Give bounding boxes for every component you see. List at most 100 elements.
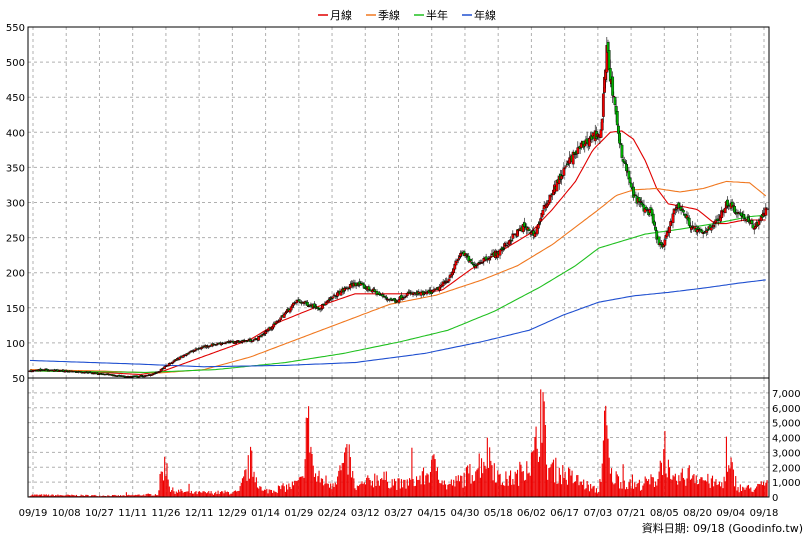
- volume-tick-label: 2,000: [772, 463, 801, 474]
- candle-body: [474, 265, 478, 269]
- candle-body: [588, 137, 591, 147]
- volume-bar: [43, 494, 45, 497]
- volume-bar: [117, 495, 119, 497]
- candle-body: [697, 227, 700, 230]
- volume-bar: [38, 494, 40, 497]
- volume-bar: [258, 488, 260, 497]
- volume-bar: [407, 485, 409, 497]
- volume-bar: [478, 453, 480, 497]
- volume-bar: [39, 494, 42, 497]
- volume-bar: [37, 495, 39, 497]
- volume-bar: [45, 494, 47, 497]
- candle-body: [529, 232, 533, 235]
- volume-bar: [107, 495, 109, 497]
- volume-bars: [29, 389, 768, 497]
- volume-bar: [267, 493, 269, 497]
- volume-bar: [569, 468, 571, 497]
- volume-bar: [185, 491, 187, 497]
- volume-bar: [405, 488, 407, 497]
- volume-bar: [212, 494, 214, 497]
- volume-bar: [369, 480, 371, 497]
- volume-bar: [224, 490, 226, 497]
- volume-bar: [609, 473, 611, 497]
- volume-bar: [494, 482, 497, 497]
- volume-bar: [584, 489, 586, 497]
- legend-label: 月線: [330, 8, 352, 22]
- volume-bar: [639, 490, 642, 497]
- volume-bar: [357, 486, 360, 497]
- volume-bar: [183, 492, 185, 497]
- price-tick-label: 100: [6, 339, 25, 350]
- volume-bar: [310, 446, 312, 497]
- volume-bar: [718, 481, 721, 497]
- volume-bar: [586, 481, 588, 497]
- candle-body: [62, 369, 66, 372]
- volume-bar: [137, 494, 139, 497]
- volume-bar: [749, 488, 751, 497]
- volume-bar: [477, 468, 479, 497]
- volume-bar: [157, 495, 159, 497]
- volume-bar: [149, 494, 151, 497]
- volume-bar: [646, 480, 649, 497]
- volume-bar: [739, 484, 741, 497]
- volume-bar: [335, 484, 338, 497]
- candle-body: [565, 163, 569, 166]
- volume-bar: [165, 476, 167, 497]
- volume-bar: [550, 464, 552, 497]
- volume-bar: [180, 489, 182, 497]
- volume-bar: [386, 481, 389, 497]
- price-tick-label: 150: [6, 304, 25, 315]
- date-tick-label: 09/18: [750, 508, 779, 519]
- volume-bar: [693, 474, 695, 497]
- volume-bar: [46, 495, 49, 497]
- volume-bar: [318, 470, 320, 497]
- volume-bar: [268, 489, 270, 497]
- volume-bar: [42, 495, 44, 497]
- volume-axis-ticks: 0 1,000 2,000 3,000 4,000 5,000 6,000 7,000: [772, 389, 801, 504]
- volume-bar: [480, 458, 483, 497]
- volume-bar: [209, 493, 211, 497]
- volume-bar: [188, 483, 190, 497]
- volume-bar: [325, 475, 327, 497]
- volume-bar: [720, 486, 722, 497]
- volume-bar: [205, 493, 208, 497]
- volume-bar: [551, 462, 553, 497]
- candle-body: [343, 288, 346, 291]
- volume-bar: [635, 487, 637, 497]
- volume-bar: [87, 495, 89, 497]
- volume-bar: [304, 459, 306, 497]
- volume-bar: [68, 495, 71, 497]
- volume-bar: [234, 490, 237, 497]
- volume-bar: [597, 493, 599, 497]
- volume-bar: [277, 485, 279, 497]
- volume-bar: [51, 494, 53, 497]
- candle-body: [370, 290, 374, 293]
- volume-bar: [700, 477, 702, 497]
- date-tick-label: 11/26: [151, 508, 180, 519]
- volume-bar: [558, 467, 560, 497]
- volume-bar: [623, 480, 625, 497]
- candle-body: [446, 281, 450, 283]
- candle-body: [742, 214, 746, 219]
- volume-bar: [653, 486, 656, 497]
- volume-bar: [203, 491, 205, 497]
- volume-bar: [399, 488, 401, 497]
- date-tick-label: 04/15: [417, 508, 446, 519]
- volume-bar: [651, 477, 653, 497]
- volume-bar: [316, 481, 318, 497]
- volume-bar: [602, 440, 604, 497]
- price-tick-label: 400: [6, 128, 25, 139]
- volume-bar: [633, 488, 635, 497]
- volume-bar: [301, 476, 303, 497]
- candle-body: [404, 295, 408, 298]
- volume-bar: [615, 471, 617, 497]
- volume-bar: [331, 489, 333, 497]
- volume-bar: [629, 479, 631, 497]
- volume-bar: [449, 483, 451, 497]
- volume-bar: [503, 485, 505, 497]
- volume-bar: [247, 455, 249, 497]
- volume-bar: [743, 487, 745, 497]
- volume-bar: [545, 464, 548, 497]
- candle-body: [751, 224, 755, 229]
- volume-bar: [620, 482, 622, 497]
